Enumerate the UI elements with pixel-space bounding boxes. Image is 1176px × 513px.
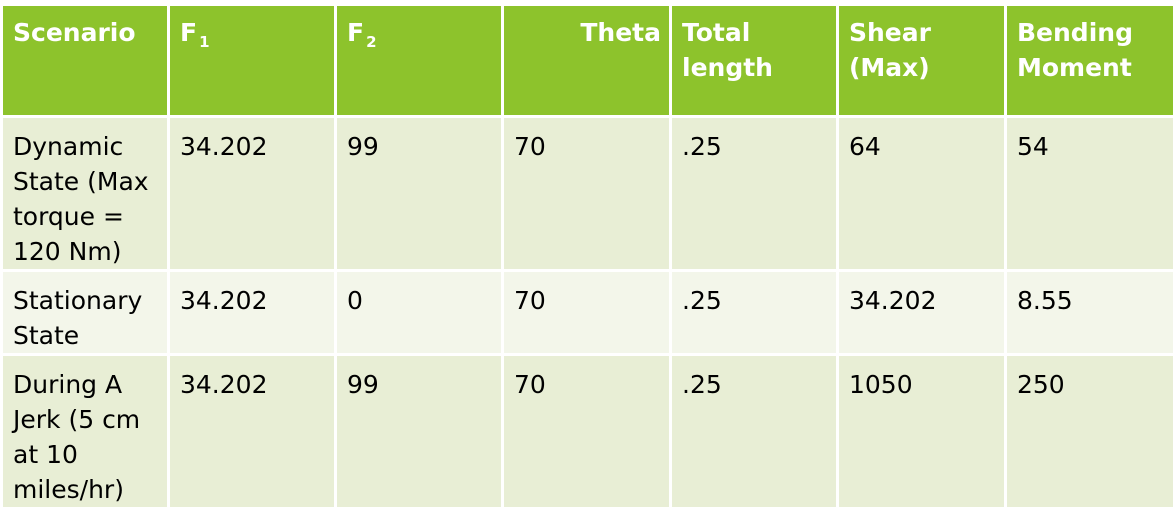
table-row: Stationary State 34.202 0 70 .25 34.202 … [0, 269, 1176, 356]
cell-f2: 0 [334, 269, 504, 356]
cell-bending-moment: 250 [1004, 353, 1176, 510]
cell-theta: 70 [501, 115, 672, 272]
cell-f2: 99 [334, 115, 504, 272]
cell-total-length: .25 [669, 269, 839, 356]
cell-scenario: Stationary State [0, 269, 170, 356]
table-row: During A Jerk (5 cm at 10 miles/hr) 34.2… [0, 353, 1176, 510]
cell-shear-max: 1050 [836, 353, 1007, 510]
cell-bending-moment: 54 [1004, 115, 1176, 272]
header-total-length: Total length [669, 3, 839, 118]
header-bending-moment: Bending Moment [1004, 3, 1176, 118]
cell-theta: 70 [501, 269, 672, 356]
cell-scenario: During A Jerk (5 cm at 10 miles/hr) [0, 353, 170, 510]
header-theta: Theta [501, 3, 672, 118]
header-shear-max: Shear (Max) [836, 3, 1007, 118]
cell-theta: 70 [501, 353, 672, 510]
cell-bending-moment: 8.55 [1004, 269, 1176, 356]
cell-total-length: .25 [669, 115, 839, 272]
cell-f2: 99 [334, 353, 504, 510]
cell-scenario: Dynamic State (Max torque = 120 Nm) [0, 115, 170, 272]
cell-f1: 34.202 [167, 269, 337, 356]
cell-f1: 34.202 [167, 115, 337, 272]
cell-f1: 34.202 [167, 353, 337, 510]
header-scenario: Scenario [0, 3, 170, 118]
cell-shear-max: 64 [836, 115, 1007, 272]
table-row: Dynamic State (Max torque = 120 Nm) 34.2… [0, 115, 1176, 272]
cell-shear-max: 34.202 [836, 269, 1007, 356]
cell-total-length: .25 [669, 353, 839, 510]
